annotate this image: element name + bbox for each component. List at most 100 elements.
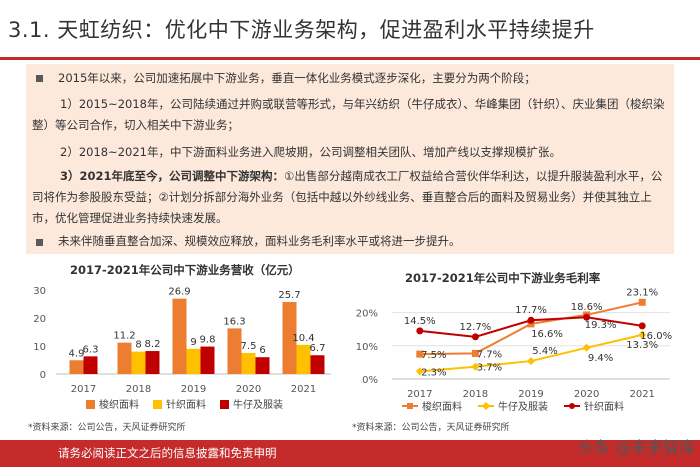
y-tick-label: 0 — [40, 370, 46, 381]
x-tick-label: 2020 — [574, 389, 599, 400]
data-point — [638, 322, 646, 330]
line-data-label: 7.7% — [477, 349, 502, 360]
bar-data-label: 11.2 — [113, 331, 135, 342]
legend-label: 梭织面料 — [422, 400, 462, 413]
x-tick-label: 2018 — [126, 384, 151, 395]
stage-3-heading: 3）2021年底至今，公司调整中下游架构： — [60, 169, 285, 183]
paragraph-outlook: 未来伴随垂直整合加深、规模效应释放，面料业务毛利率水平或将进一步提升。 — [58, 234, 461, 248]
paragraph-stage-1: 1）2015~2018年，公司陆续通过并购或联营等形式，与年兴纺织（牛仔成衣）、… — [32, 97, 665, 132]
revenue-bar-chart: 0 10 20 30 2017 4.96.3 2018 11.28 8.2 2019 26.9 9 9.… — [33, 286, 331, 411]
title-divider — [0, 57, 700, 60]
bar-针织面料 — [241, 353, 256, 374]
line-data-label: 5.4% — [532, 346, 557, 357]
bar-梭织面料 — [117, 342, 132, 374]
y-tick-label: 10 — [33, 342, 46, 353]
line-data-label: 18.6% — [571, 302, 603, 313]
data-point — [582, 343, 591, 352]
x-tick-label: 2017 — [407, 389, 432, 400]
legend-label: 牛仔及服装 — [498, 400, 548, 413]
bar-data-label: 6.7 — [310, 343, 326, 354]
legend-swatch — [220, 400, 229, 409]
x-tick-label: 2020 — [236, 384, 261, 395]
line-data-label: 2.3% — [421, 367, 446, 378]
legend-label: 牛仔及服装 — [233, 398, 283, 411]
paragraph-intro: 2015年以来，公司加速拓展中下游业务，垂直一体化业务模式逐步深化，主要分为两个… — [58, 71, 536, 85]
data-point — [638, 330, 647, 339]
legend-label: 针织面料 — [584, 400, 624, 413]
data-point — [527, 357, 535, 366]
line-data-label: 9.4% — [588, 353, 613, 364]
data-point — [416, 327, 424, 335]
legend-marker — [482, 402, 490, 410]
x-tick-label: 2019 — [181, 384, 206, 395]
bar-data-label: 6.3 — [83, 344, 99, 355]
summary-text-box: 2015年以来，公司加速拓展中下游业务，垂直一体化业务模式逐步深化，主要分为两个… — [26, 64, 674, 254]
bar-data-label: 7.5 — [241, 341, 257, 352]
bar-梭织面料 — [172, 298, 187, 374]
left-source-note: *资料来源：公司公告，天风证券研究所 — [28, 423, 186, 433]
legend-swatch — [153, 400, 162, 409]
bar-data-label: 9.8 — [200, 335, 216, 346]
line-data-label: 17.7% — [515, 305, 547, 316]
line-data-label: 3.7% — [477, 363, 502, 374]
stage-3-body: ①出售部分越南成衣工厂权益给合营伙伴华利达，以提升服装盈利水平，公司将作为参股股… — [32, 169, 663, 225]
bar-牛仔及服装 — [200, 346, 215, 374]
line-data-label: 16.6% — [531, 329, 563, 340]
x-tick-label: 2021 — [291, 384, 316, 395]
legend-swatch — [86, 400, 95, 409]
line-data-label: 23.1% — [626, 287, 658, 298]
data-point — [415, 367, 424, 376]
paragraph-stage-2: 2）2018~2021年，中下游面料业务进入爬坡期，公司调整相关团队、增加产线以… — [60, 145, 561, 159]
data-point — [471, 362, 480, 371]
x-tick-label: 2019 — [518, 389, 543, 400]
bar-data-label: 9 — [190, 337, 196, 348]
bar-牛仔及服装 — [145, 351, 160, 374]
line-data-label: 12.7% — [460, 322, 492, 333]
footer-disclaimer: 请务必阅读正文之后的信息披露和免责申明 — [58, 446, 277, 460]
footer-bar: 请务必阅读正文之后的信息披露和免责申明 — [0, 440, 700, 467]
y-tick-label: 20% — [356, 309, 378, 320]
margin-line-chart: 0% 10% 20% 2017 2018 2019 2020 2021 7.5% 7.7% 16.6… — [356, 287, 672, 413]
page-title: 3.1. 天虹纺织：优化中下游业务架构，促进盈利水平持续提升 — [8, 18, 595, 42]
data-point — [583, 313, 591, 321]
legend-label: 针织面料 — [166, 398, 206, 411]
bar-针织面料 — [296, 344, 311, 374]
bullet-marker — [36, 75, 43, 82]
y-tick-label: 10% — [356, 342, 378, 353]
title-bar: 3.1. 天虹纺织：优化中下游业务架构，促进盈利水平持续提升 — [0, 0, 700, 60]
x-tick-label: 2017 — [71, 384, 96, 395]
bar-梭织面料 — [69, 360, 84, 374]
y-tick-label: 0% — [362, 375, 378, 386]
line-data-label: 13.3% — [626, 340, 658, 351]
bullet-marker — [36, 239, 43, 246]
bar-梭织面料 — [282, 302, 297, 374]
legend-marker — [569, 403, 575, 409]
bar-data-label: 25.7 — [278, 290, 300, 301]
paragraph-stage-3: 3）2021年底至今，公司调整中下游架构：①出售部分越南成衣工厂权益给合营伙伴华… — [32, 166, 672, 229]
data-point — [527, 316, 535, 324]
line-data-label: 19.3% — [585, 320, 617, 331]
bar-牛仔及服装 — [310, 355, 325, 374]
line-data-label: 7.5% — [421, 350, 446, 361]
bar-梭织面料 — [227, 328, 242, 374]
line-data-label: 16.0% — [640, 331, 672, 342]
bar-data-label: 16.3 — [223, 316, 245, 327]
line-chart-title: 2017-2021年公司中下游业务毛利率 — [405, 271, 601, 285]
data-point — [471, 333, 479, 341]
x-tick-label: 2018 — [463, 389, 488, 400]
bar-牛仔及服装 — [255, 357, 270, 374]
right-source-note: *资料来源：公司公告，天风证券研究所 — [352, 423, 510, 433]
bar-牛仔及服装 — [83, 356, 98, 374]
bar-data-label: 6 — [259, 345, 265, 356]
legend-label: 梭织面料 — [99, 398, 139, 411]
bar-data-label: 26.9 — [168, 287, 190, 298]
x-tick-label: 2021 — [629, 389, 654, 400]
bar-针织面料 — [131, 351, 146, 374]
bar-data-label: 8.2 — [145, 339, 161, 350]
data-point — [527, 320, 535, 328]
bar-data-label: 10.4 — [292, 333, 314, 344]
data-point — [416, 350, 424, 358]
y-tick-label: 20 — [33, 314, 46, 325]
bar-chart-title: 2017-2021年公司中下游业务营收（亿元） — [70, 263, 300, 277]
data-point — [638, 298, 646, 306]
